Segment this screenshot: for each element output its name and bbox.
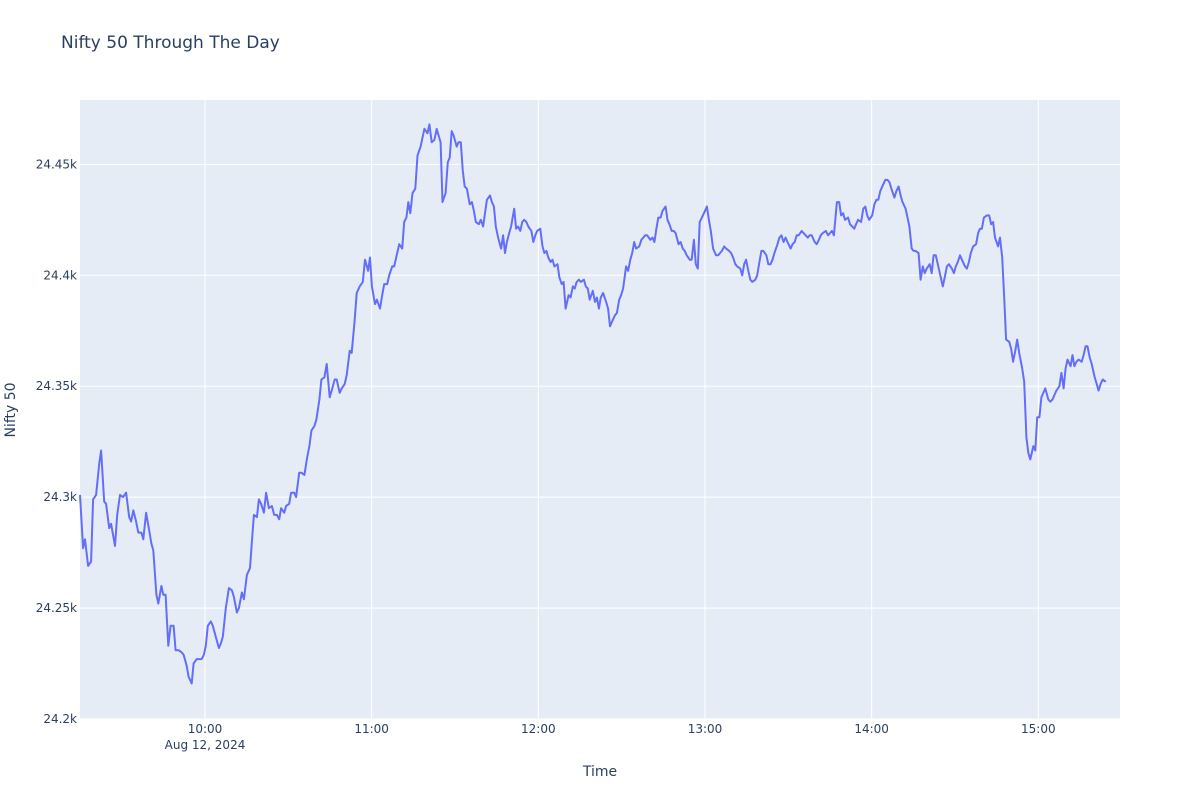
x-tick-label: 11:00 (354, 722, 389, 736)
x-tick-label: 15:00 (1021, 722, 1056, 736)
x-tick-label: 13:00 (688, 722, 723, 736)
y-gridlines (80, 163, 1120, 720)
x-axis-title: Time (582, 764, 617, 780)
plot-area[interactable] (80, 100, 1120, 719)
x-axis-date-label: Aug 12, 2024 (165, 738, 246, 752)
chart-title: Nifty 50 Through The Day (61, 33, 280, 53)
x-axis-ticks: 10:00 11:00 12:00 13:00 14:00 15:00 (188, 722, 1056, 736)
x-tick-label: 14:00 (854, 722, 889, 736)
y-tick-label: 24.25k (36, 601, 77, 615)
y-axis-title: Nifty 50 (3, 382, 19, 437)
nifty-line-series[interactable] (79, 123, 1107, 685)
x-tick-label: 12:00 (521, 722, 556, 736)
y-tick-label: 24.35k (36, 379, 77, 393)
y-axis-ticks: 24.2k 24.25k 24.3k 24.35k 24.4k 24.45k (36, 157, 77, 726)
y-tick-label: 24.4k (43, 268, 77, 282)
y-tick-label: 24.3k (43, 490, 77, 504)
x-gridlines (204, 100, 1039, 719)
y-tick-label: 24.2k (43, 712, 77, 726)
x-tick-label: 10:00 (188, 722, 223, 736)
y-tick-label: 24.45k (36, 157, 77, 171)
